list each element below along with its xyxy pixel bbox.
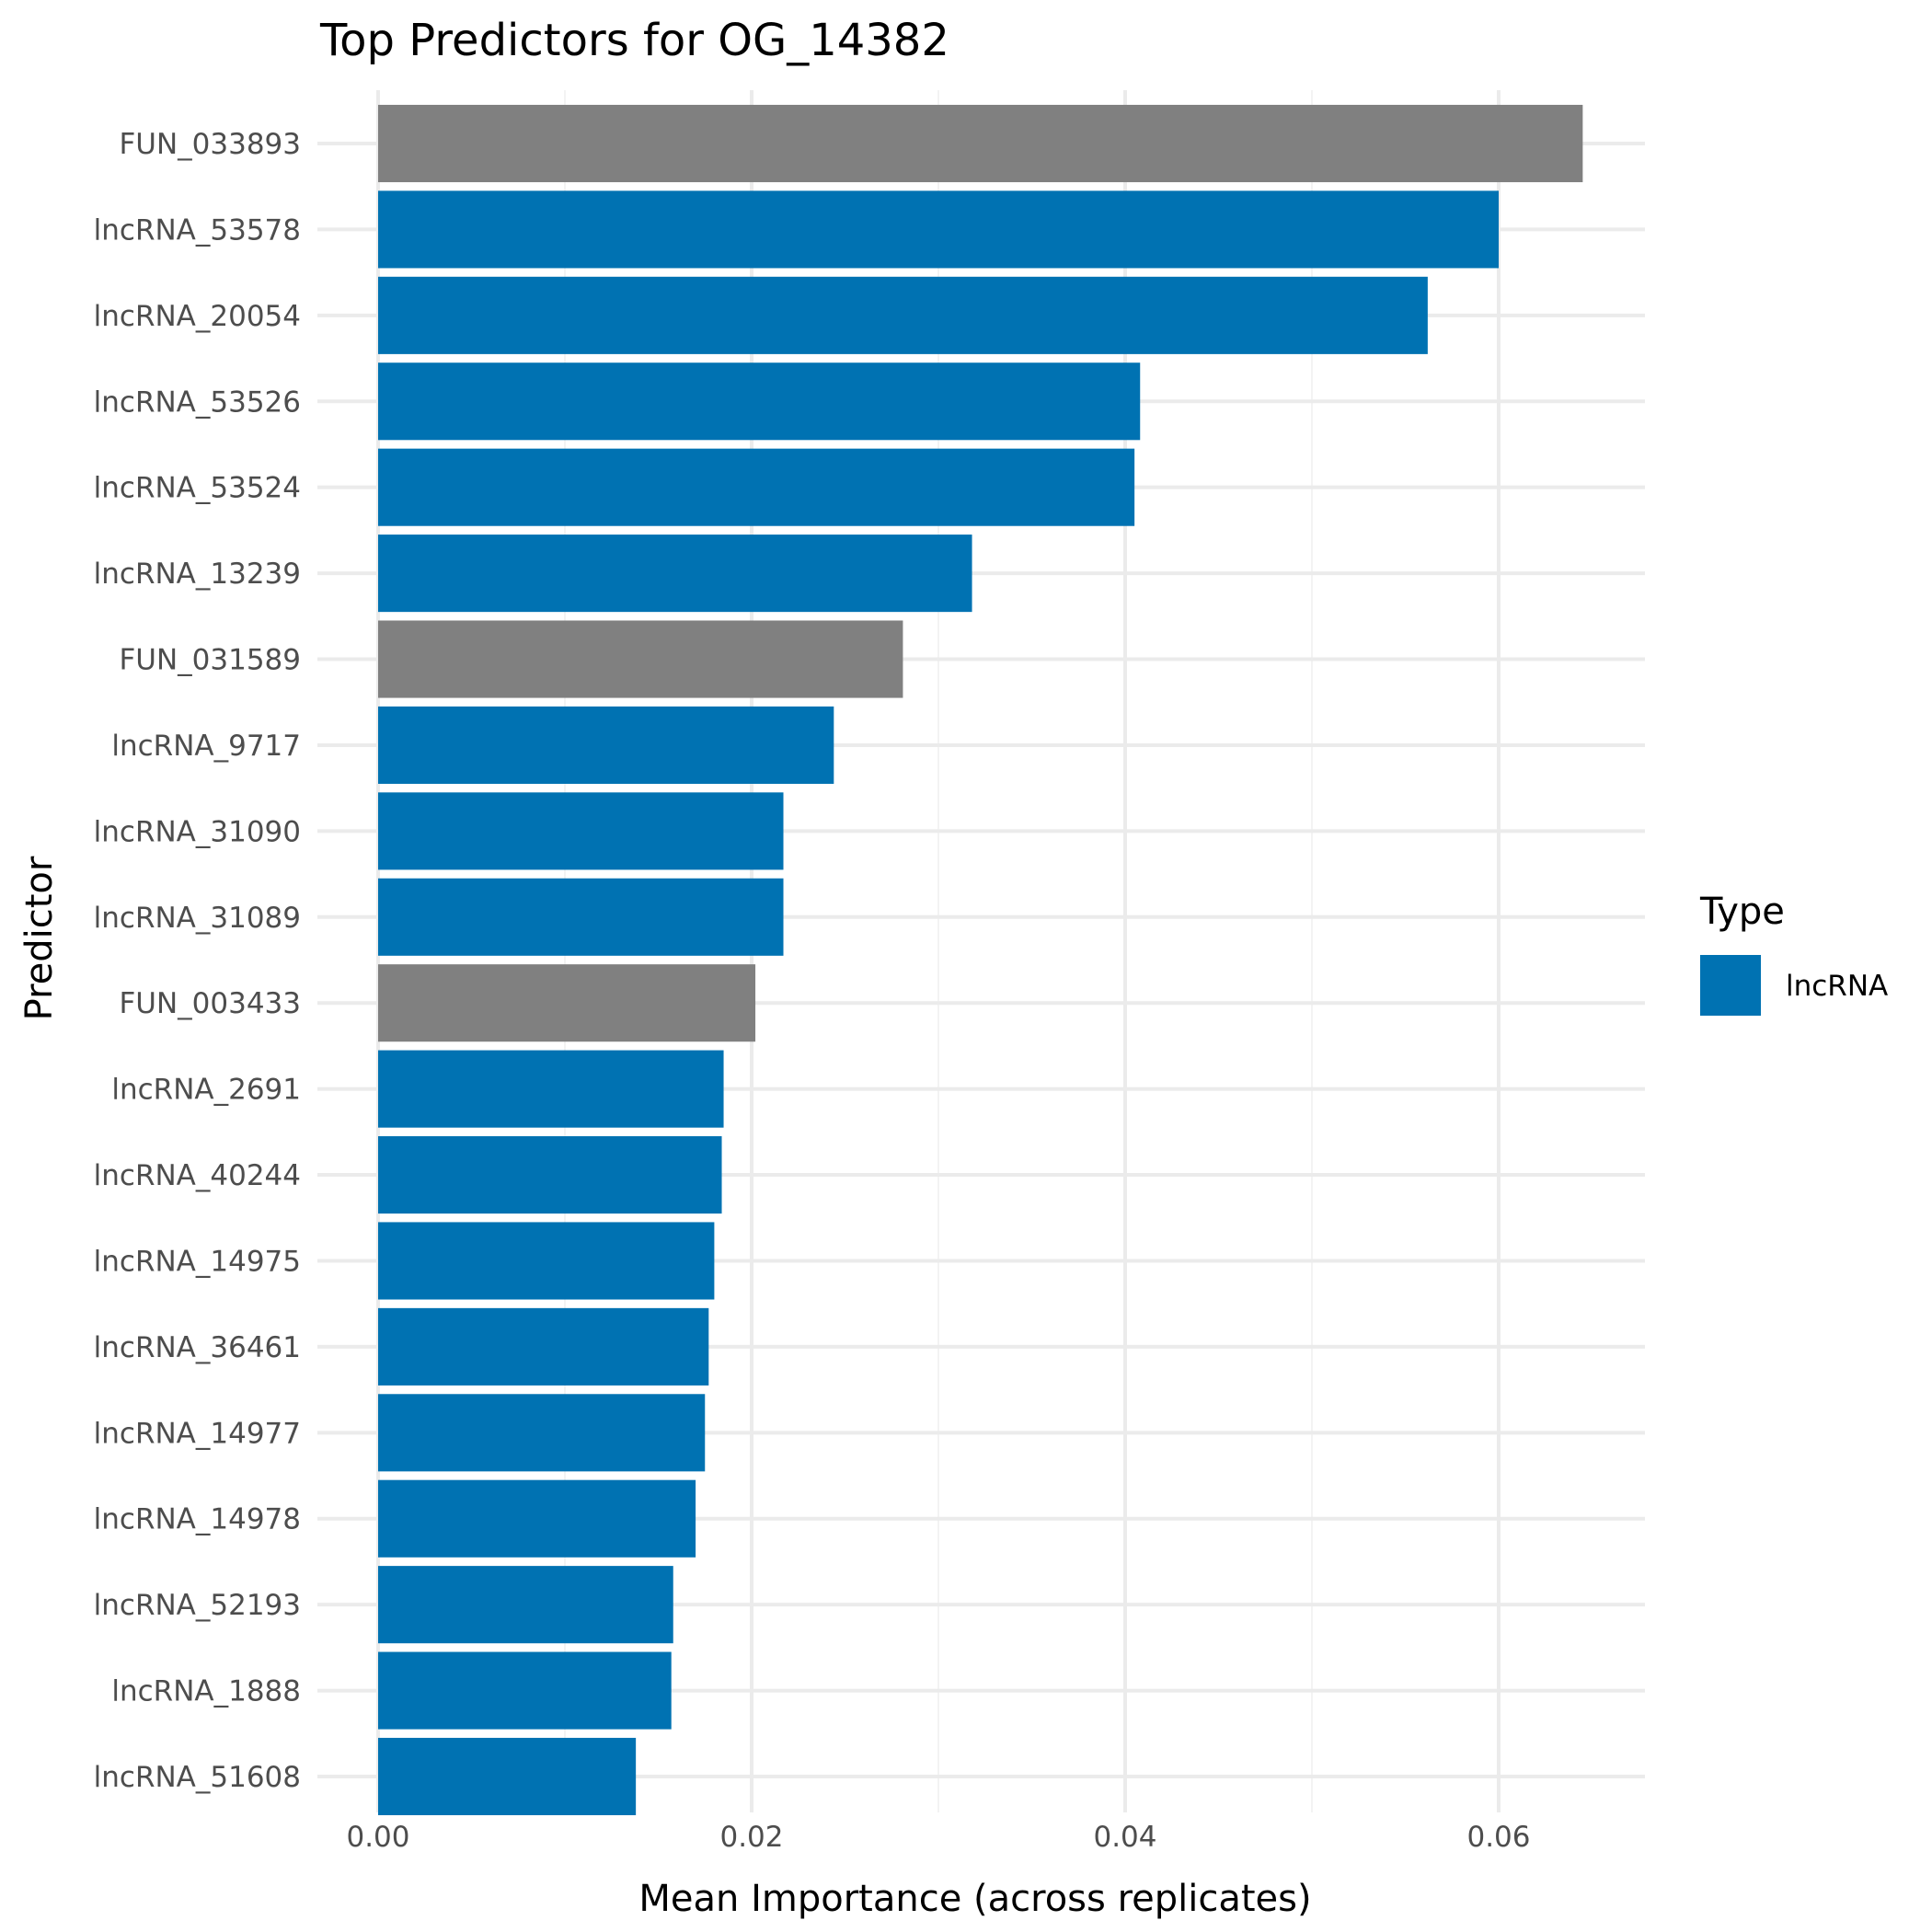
y-tick-label: lncRNA_36461 <box>94 1331 301 1364</box>
y-tick-label: lncRNA_14978 <box>94 1503 301 1536</box>
legend-label-lncrna: lncRNA <box>1786 970 1888 1003</box>
y-tick-label: lncRNA_53578 <box>94 213 301 247</box>
bar-lncrna-31089 <box>378 878 784 956</box>
y-tick-label: lncRNA_52193 <box>94 1589 301 1622</box>
bar-lncrna-1888 <box>378 1651 672 1730</box>
y-tick-label: lncRNA_1888 <box>111 1675 301 1708</box>
y-tick-label: lncRNA_14975 <box>94 1245 301 1278</box>
bar-lncrna-31090 <box>378 792 784 870</box>
y-tick-label: lncRNA_9717 <box>111 730 301 763</box>
bar-lncrna-53526 <box>378 362 1141 441</box>
y-tick-label: FUN_003433 <box>119 987 301 1020</box>
y-tick-labels: FUN_033893 lncRNA_53578 lncRNA_20054 lncRNA… <box>94 128 301 1794</box>
legend: Type lncRNA <box>1699 891 1888 1016</box>
x-tick-label: 0.00 <box>346 1821 409 1854</box>
bar-lncrna-2691 <box>378 1050 724 1128</box>
chart-title: Top Predictors for OG_14382 <box>319 15 949 66</box>
y-tick-label: lncRNA_13239 <box>94 558 301 591</box>
bar-fun-033893 <box>378 104 1583 183</box>
bar-lncrna-14978 <box>378 1479 696 1558</box>
x-axis-title: Mean Importance (across replicates) <box>638 1878 1311 1920</box>
y-tick-label: lncRNA_53524 <box>94 472 301 505</box>
y-tick-label: lncRNA_2691 <box>111 1074 301 1107</box>
x-tick-label: 0.02 <box>719 1821 783 1854</box>
y-axis-title: Predictor <box>18 856 61 1020</box>
y-tick-label: lncRNA_14977 <box>94 1417 301 1450</box>
legend-title: Type <box>1699 891 1785 933</box>
y-tick-label: lncRNA_31090 <box>94 815 301 848</box>
bar-lncrna-36461 <box>378 1307 709 1386</box>
bar-lncrna-53578 <box>378 190 1499 269</box>
x-tick-label: 0.04 <box>1093 1821 1156 1854</box>
y-tick-label: FUN_031589 <box>119 644 301 677</box>
legend-swatch-lncrna <box>1700 955 1761 1016</box>
y-tick-label: lncRNA_53526 <box>94 385 301 419</box>
bar-lncrna-9717 <box>378 706 834 784</box>
x-tick-label: 0.06 <box>1466 1821 1530 1854</box>
bar-lncrna-20054 <box>378 276 1428 354</box>
bar-lncrna-53524 <box>378 448 1135 526</box>
bar-fun-031589 <box>378 620 903 698</box>
y-tick-label: lncRNA_51608 <box>94 1761 301 1794</box>
bar-lncrna-40244 <box>378 1136 722 1214</box>
y-tick-label: lncRNA_40244 <box>94 1159 301 1192</box>
bar-fun-003433 <box>378 964 756 1042</box>
bar-lncrna-14975 <box>378 1222 715 1300</box>
bar-lncrna-51608 <box>378 1737 637 1816</box>
bar-lncrna-52193 <box>378 1566 673 1644</box>
bar-lncrna-14977 <box>378 1394 706 1472</box>
y-tick-label: FUN_033893 <box>119 128 301 161</box>
y-tick-label: lncRNA_31089 <box>94 902 301 935</box>
bar-lncrna-13239 <box>378 535 972 613</box>
y-tick-label: lncRNA_20054 <box>94 300 301 333</box>
bars <box>378 104 1583 1816</box>
x-tick-labels: 0.00 0.02 0.04 0.06 <box>346 1821 1530 1854</box>
